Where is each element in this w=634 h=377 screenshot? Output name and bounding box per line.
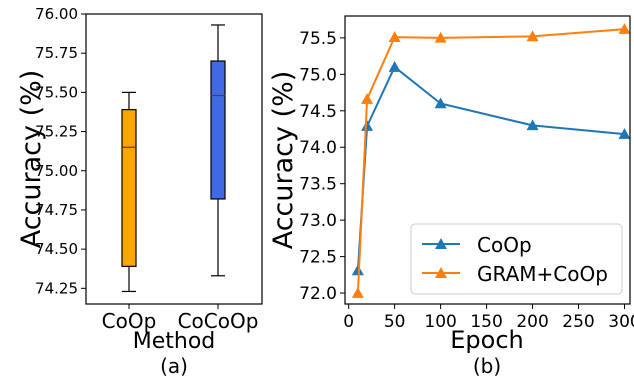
- y-tick-label-b: 74.0: [299, 138, 337, 158]
- y-tick-label-b: 73.0: [299, 211, 337, 231]
- series-line-gram-coop: [356, 28, 625, 294]
- y-ticks-a: 74.25 74.50 74.75 75.00 75.25 75.50 75.75 76.00: [35, 5, 86, 297]
- point-gram-coop: [434, 31, 447, 43]
- plot-area-a: [86, 14, 262, 304]
- y-tick-label-b: 72.0: [299, 284, 337, 304]
- x-ticks-a: CoOp CoCoOp: [102, 304, 259, 333]
- point-gram-coop: [388, 31, 401, 42]
- plot-frame-a: [85, 13, 263, 305]
- point-gram-coop: [351, 287, 364, 298]
- y-tick-label-a: 75.00: [35, 162, 78, 180]
- x-axis-label-b: Epoch: [450, 326, 524, 354]
- x-tick-label-b: 300: [608, 312, 634, 332]
- x-tick-label-b: 100: [424, 312, 456, 332]
- legend: CoOp GRAM+CoOp: [410, 223, 623, 295]
- line-chart-panel: 72.0 72.5 73.0 73.5 74.0 74.5 75.0 75.5 0 50 100 1…: [268, 15, 634, 377]
- y-tick-label-a: 74.50: [35, 240, 78, 258]
- y-tick-label-b: 75.5: [299, 29, 337, 49]
- x-tick-label-b: 200: [516, 312, 548, 332]
- box-plot-panel: 74.25 74.50 74.75 75.00 75.25 75.50 75.75 76.00…: [16, 5, 263, 377]
- x-tick-label-a: CoCoOp: [178, 309, 259, 333]
- legend-label-gram-coop: GRAM+CoOp: [477, 262, 608, 286]
- series-b: [351, 23, 631, 298]
- box-coop: [121, 91, 137, 293]
- point-gram-coop: [526, 30, 539, 42]
- point-coop: [361, 120, 374, 131]
- series-gram-coop: [351, 23, 631, 298]
- box-iqr: [210, 60, 226, 200]
- y-tick-label-b: 75.0: [299, 65, 337, 85]
- y-axis-label-a: Accuracy (%): [16, 70, 47, 249]
- box-cocoop: [210, 24, 226, 277]
- legend-label-coop: CoOp: [477, 233, 532, 257]
- y-tick-label-b: 74.5: [299, 102, 337, 122]
- x-tick-label-a: CoOp: [102, 309, 157, 333]
- point-gram-coop: [361, 93, 374, 104]
- panel-label-a: (a): [160, 354, 188, 377]
- box-iqr: [121, 109, 137, 267]
- y-tick-label-a: 74.25: [35, 279, 78, 297]
- y-tick-label-a: 75.75: [35, 44, 78, 62]
- x-tick-label-b: 0: [343, 312, 354, 332]
- point-coop: [526, 119, 539, 131]
- point-gram-coop: [618, 23, 631, 34]
- y-tick-label-a: 74.75: [35, 201, 78, 219]
- legend-box: [410, 223, 623, 295]
- point-coop: [434, 97, 447, 109]
- legend-marker-gram-coop: [435, 267, 447, 278]
- y-tick-label-b: 73.5: [299, 175, 337, 195]
- y-axis-label-b: Accuracy (%): [268, 71, 299, 250]
- y-tick-label-a: 76.00: [35, 5, 78, 23]
- y-tick-label-b: 72.5: [299, 248, 337, 268]
- legend-marker-coop: [435, 238, 447, 249]
- x-tick-label-b: 50: [384, 312, 406, 332]
- plot-frame-b: [344, 15, 631, 305]
- x-tick-label-b: 250: [562, 312, 594, 332]
- y-tick-label-a: 75.25: [35, 123, 78, 141]
- point-coop: [618, 128, 631, 139]
- x-axis-label-a: Method: [133, 329, 216, 354]
- x-ticks-b: 0 50 100 150 200 250 300: [343, 304, 634, 332]
- point-coop: [351, 264, 364, 276]
- x-tick-label-b: 150: [470, 312, 502, 332]
- panel-label-b: (b): [473, 354, 501, 377]
- boxes-a: [121, 24, 226, 293]
- y-tick-label-a: 75.50: [35, 83, 78, 101]
- point-coop: [388, 61, 401, 72]
- y-ticks-b: 72.0 72.5 73.0 73.5 74.0 74.5 75.0 75.5: [299, 29, 345, 304]
